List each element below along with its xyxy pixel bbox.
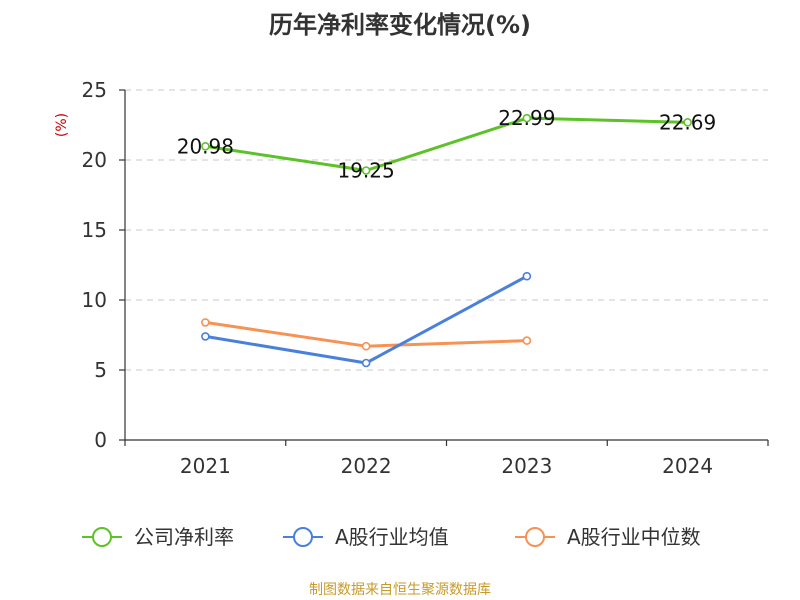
series-line <box>205 116 688 172</box>
legend-item: A股行业中位数 <box>515 525 701 549</box>
legend-swatch-marker <box>525 527 545 547</box>
legend-swatch-marker <box>92 527 112 547</box>
legend-swatch-marker <box>293 527 313 547</box>
data-point <box>361 166 371 175</box>
data-label: 19.25 <box>337 159 394 183</box>
chart-title: 历年净利率变化情况(%) <box>269 11 531 39</box>
y-tick-label: 5 <box>94 358 107 382</box>
x-tick-label: 2022 <box>341 454 392 478</box>
y-tick-label: 0 <box>94 428 107 452</box>
data-point <box>201 318 210 327</box>
y-tick-label: 20 <box>82 148 107 172</box>
data-point <box>361 358 371 368</box>
source-note: 制图数据来自恒生聚源数据库 <box>309 582 491 598</box>
x-tick-label: 2021 <box>180 454 231 478</box>
data-label: 20.98 <box>177 134 234 158</box>
data-point <box>683 118 692 127</box>
grid <box>125 89 768 371</box>
y-tick-label: 15 <box>82 218 107 242</box>
data-point <box>201 332 210 341</box>
data-labels: 20.98 19.25 22.99 22.69 <box>177 106 717 182</box>
data-point <box>522 113 532 123</box>
data-point <box>361 341 371 351</box>
legend-label: A股行业均值 <box>335 525 449 549</box>
x-tick-label: 2024 <box>662 454 713 478</box>
data-point <box>522 336 532 345</box>
data-point <box>201 141 210 151</box>
legend-item: A股行业均值 <box>283 525 449 549</box>
legend-label: A股行业中位数 <box>567 525 701 549</box>
legend-label: 公司净利率 <box>134 525 234 549</box>
legend: 公司净利率 A股行业均值 A股行业中位数 <box>82 525 701 549</box>
axes: 0 5 10 15 20 25 2021 2022 2023 2024 <box>82 78 769 478</box>
series <box>201 113 692 368</box>
y-axis-unit-label: (%) <box>54 113 70 137</box>
y-tick-label: 10 <box>82 288 107 312</box>
data-point <box>522 271 532 281</box>
data-label: 22.69 <box>659 110 716 134</box>
x-tick-label: 2023 <box>501 454 552 478</box>
y-tick-label: 25 <box>82 78 107 102</box>
legend-item: 公司净利率 <box>82 525 234 549</box>
data-label: 22.99 <box>498 106 555 130</box>
